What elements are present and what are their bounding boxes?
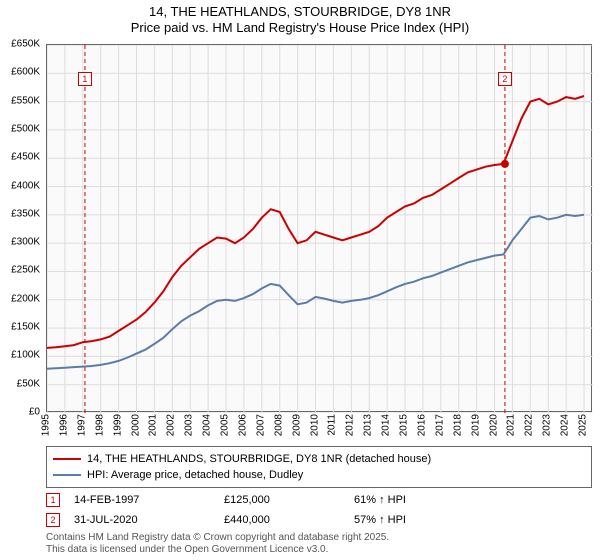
x-tick-label: 2021 bbox=[506, 414, 517, 436]
y-tick-label: £200K bbox=[11, 293, 40, 304]
y-tick-label: £300K bbox=[11, 237, 40, 248]
x-tick-label: 2012 bbox=[345, 414, 356, 436]
footer-note: Contains HM Land Registry data © Crown c… bbox=[46, 532, 389, 556]
chart-plot-area: 12 bbox=[46, 44, 592, 412]
x-tick-label: 1998 bbox=[94, 414, 105, 436]
x-tick-label: 2017 bbox=[434, 414, 445, 436]
x-tick-label: 1999 bbox=[112, 414, 123, 436]
x-axis-labels: 1995199619971998199920002001200220032004… bbox=[46, 412, 592, 444]
legend-swatch bbox=[53, 474, 81, 476]
marker-number-box: 2 bbox=[46, 513, 60, 527]
x-tick-label: 2001 bbox=[148, 414, 159, 436]
chart-title-block: 14, THE HEATHLANDS, STOURBRIDGE, DY8 1NR… bbox=[0, 0, 600, 35]
y-tick-label: £500K bbox=[11, 123, 40, 134]
x-tick-label: 2015 bbox=[399, 414, 410, 436]
legend-label: 14, THE HEATHLANDS, STOURBRIDGE, DY8 1NR… bbox=[87, 453, 431, 465]
marker-date: 14-FEB-1997 bbox=[74, 494, 224, 506]
x-tick-label: 2024 bbox=[560, 414, 571, 436]
marker-table-row: 1 14-FEB-1997£125,00061% ↑ HPI bbox=[46, 490, 592, 510]
x-tick-label: 1997 bbox=[76, 414, 87, 436]
y-tick-label: £50K bbox=[17, 378, 40, 389]
y-tick-label: £150K bbox=[11, 322, 40, 333]
x-tick-label: 2006 bbox=[237, 414, 248, 436]
x-tick-label: 2000 bbox=[130, 414, 141, 436]
marker-hpi: 57% ↑ HPI bbox=[354, 514, 474, 526]
y-tick-label: £450K bbox=[11, 152, 40, 163]
footer-line-1: Contains HM Land Registry data © Crown c… bbox=[46, 532, 389, 544]
y-tick-label: £650K bbox=[11, 39, 40, 50]
y-tick-label: £0 bbox=[29, 407, 40, 418]
chart-marker-label: 2 bbox=[498, 72, 512, 86]
marker-table-row: 2 31-JUL-2020£440,00057% ↑ HPI bbox=[46, 510, 592, 530]
y-tick-label: £600K bbox=[11, 67, 40, 78]
x-tick-label: 2013 bbox=[363, 414, 374, 436]
marker-hpi: 61% ↑ HPI bbox=[354, 494, 474, 506]
x-tick-label: 2002 bbox=[166, 414, 177, 436]
marker-price: £440,000 bbox=[224, 514, 354, 526]
x-tick-label: 2004 bbox=[202, 414, 213, 436]
legend-swatch bbox=[53, 458, 81, 460]
x-tick-label: 2022 bbox=[524, 414, 535, 436]
chart-svg bbox=[47, 45, 593, 413]
legend-row: 14, THE HEATHLANDS, STOURBRIDGE, DY8 1NR… bbox=[53, 451, 585, 467]
x-tick-label: 2016 bbox=[416, 414, 427, 436]
legend-row: HPI: Average price, detached house, Dudl… bbox=[53, 467, 585, 483]
y-tick-label: £250K bbox=[11, 265, 40, 276]
x-tick-label: 2009 bbox=[291, 414, 302, 436]
x-tick-label: 2018 bbox=[452, 414, 463, 436]
x-tick-label: 2014 bbox=[381, 414, 392, 436]
y-tick-label: £400K bbox=[11, 180, 40, 191]
legend-label: HPI: Average price, detached house, Dudl… bbox=[87, 469, 303, 481]
x-tick-label: 1996 bbox=[58, 414, 69, 436]
y-tick-label: £100K bbox=[11, 350, 40, 361]
x-tick-label: 2025 bbox=[578, 414, 589, 436]
marker-table: 1 14-FEB-1997£125,00061% ↑ HPI 2 31-JUL-202… bbox=[46, 490, 592, 530]
x-tick-label: 2010 bbox=[309, 414, 320, 436]
legend: 14, THE HEATHLANDS, STOURBRIDGE, DY8 1NR… bbox=[46, 446, 592, 488]
x-tick-label: 1995 bbox=[41, 414, 52, 436]
x-tick-label: 2003 bbox=[184, 414, 195, 436]
chart-marker-label: 1 bbox=[78, 72, 92, 86]
y-tick-label: £550K bbox=[11, 95, 40, 106]
x-tick-label: 2023 bbox=[542, 414, 553, 436]
x-tick-label: 2020 bbox=[488, 414, 499, 436]
y-axis-labels: £0£50K£100K£150K£200K£250K£300K£350K£400… bbox=[0, 44, 44, 412]
x-tick-label: 2011 bbox=[327, 414, 338, 436]
footer-line-2: This data is licensed under the Open Gov… bbox=[46, 544, 389, 556]
x-tick-label: 2007 bbox=[255, 414, 266, 436]
x-tick-label: 2005 bbox=[220, 414, 231, 436]
x-tick-label: 2019 bbox=[470, 414, 481, 436]
marker-number-box: 1 bbox=[46, 493, 60, 507]
x-tick-label: 2008 bbox=[273, 414, 284, 436]
y-tick-label: £350K bbox=[11, 208, 40, 219]
marker-date: 31-JUL-2020 bbox=[74, 514, 224, 526]
title-line-1: 14, THE HEATHLANDS, STOURBRIDGE, DY8 1NR bbox=[0, 4, 600, 19]
marker-price: £125,000 bbox=[224, 494, 354, 506]
title-line-2: Price paid vs. HM Land Registry's House … bbox=[0, 20, 600, 35]
